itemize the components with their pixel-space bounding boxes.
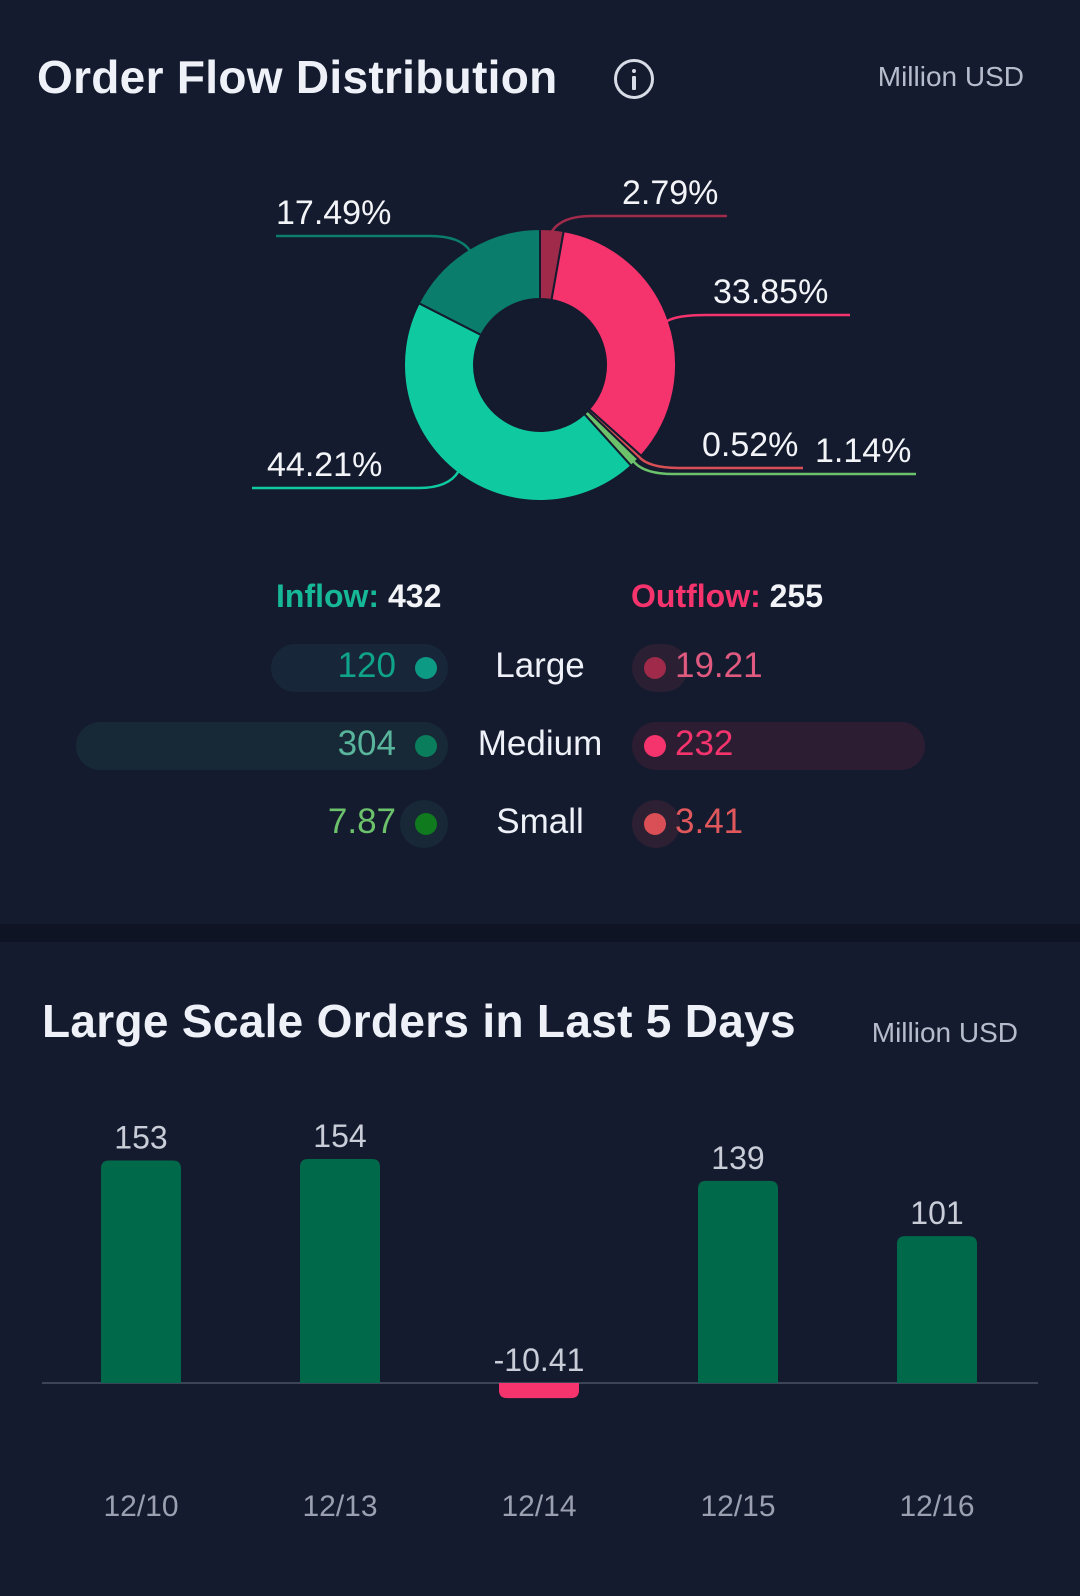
row-label-small: Small <box>496 802 584 841</box>
bar-value-label: 154 <box>313 1118 366 1154</box>
medium-outflow-dot <box>644 735 666 757</box>
bar-value-label: 139 <box>711 1140 764 1176</box>
inflow-value: 432 <box>387 578 442 614</box>
bar-12-10 <box>101 1160 181 1383</box>
large-orders-title: Large Scale Orders in Last 5 Days <box>42 995 796 1047</box>
x-tick-label: 12/13 <box>302 1490 377 1523</box>
bar-value-label: -10.41 <box>494 1342 585 1378</box>
donut-label-small-inflow: 1.14% <box>815 432 911 470</box>
donut-slice-medium-outflow <box>550 229 677 458</box>
outflow-label: Outflow: <box>631 578 761 614</box>
bar-chart: 153 12/10 154 12/13 -10.41 12/14 139 12/15 101 12… <box>42 1118 1038 1523</box>
donut-label-medium-inflow: 44.21% <box>267 446 382 484</box>
small-outflow-dot <box>644 813 666 835</box>
bar-12-14 <box>499 1383 579 1399</box>
large-inflow-value: 120 <box>337 646 396 685</box>
small-inflow-value: 7.87 <box>327 802 396 841</box>
bar-value-label: 101 <box>910 1195 963 1231</box>
donut-leader-small-inflow <box>632 460 916 476</box>
donut-label-large-inflow: 17.49% <box>276 194 391 232</box>
bar-12-16 <box>897 1236 977 1383</box>
inflow-label: Inflow: <box>276 578 380 614</box>
large-outflow-dot <box>644 657 666 679</box>
donut-slice-large-inflow <box>417 227 541 337</box>
order-flow-section: Order Flow Distribution Million USD 2.79… <box>0 51 1080 848</box>
distribution-title: Order Flow Distribution <box>37 51 558 103</box>
donut-leader-large-outflow <box>550 214 727 233</box>
row-medium: 304 Medium 232 <box>0 722 1080 770</box>
distribution-unit: Million USD <box>877 61 1024 92</box>
medium-inflow-bar <box>76 722 448 770</box>
x-tick-label: 12/14 <box>501 1490 576 1523</box>
large-inflow-dot <box>415 657 437 679</box>
donut-chart: 2.79% 33.85% 0.52% 1.14% 44.21% 17.49% <box>252 174 916 502</box>
donut-leader-small-outflow <box>637 455 803 470</box>
row-label-large: Large <box>495 646 585 685</box>
donut-label-large-outflow: 2.79% <box>622 174 718 212</box>
medium-inflow-dot <box>415 735 437 757</box>
medium-outflow-value: 232 <box>675 724 734 763</box>
donut-leader-medium-outflow <box>666 313 850 323</box>
large-orders-unit: Million USD <box>871 1017 1018 1048</box>
small-inflow-dot <box>415 813 437 835</box>
large-orders-section: Large Scale Orders in Last 5 Days Millio… <box>0 942 1080 1596</box>
bar-12-13 <box>300 1159 380 1383</box>
row-small: 7.87 Small 3.41 <box>0 800 1080 848</box>
row-large: 120 Large 19.21 <box>0 644 1080 692</box>
x-tick-label: 12/15 <box>700 1490 775 1523</box>
donut-leader-medium-inflow <box>252 470 460 490</box>
small-outflow-value: 3.41 <box>675 802 744 841</box>
donut-slice-medium-inflow <box>403 301 633 502</box>
donut-label-medium-outflow: 33.85% <box>713 273 828 311</box>
medium-outflow-bar <box>632 722 925 770</box>
large-outflow-value: 19.21 <box>675 646 763 685</box>
donut-leader-large-inflow <box>276 234 472 252</box>
x-tick-label: 12/10 <box>103 1490 178 1523</box>
bar-value-label: 153 <box>114 1119 167 1155</box>
outflow-total: Outflow: 255 <box>631 578 823 615</box>
info-icon[interactable] <box>614 59 654 99</box>
inflow-total: Inflow: 432 <box>276 578 441 615</box>
bar-12-15 <box>698 1180 778 1383</box>
outflow-value: 255 <box>769 578 824 614</box>
medium-inflow-value: 304 <box>337 724 396 763</box>
donut-label-small-outflow: 0.52% <box>702 426 798 464</box>
x-tick-label: 12/16 <box>899 1490 974 1523</box>
section-divider <box>0 924 1080 942</box>
row-label-medium: Medium <box>477 724 603 763</box>
